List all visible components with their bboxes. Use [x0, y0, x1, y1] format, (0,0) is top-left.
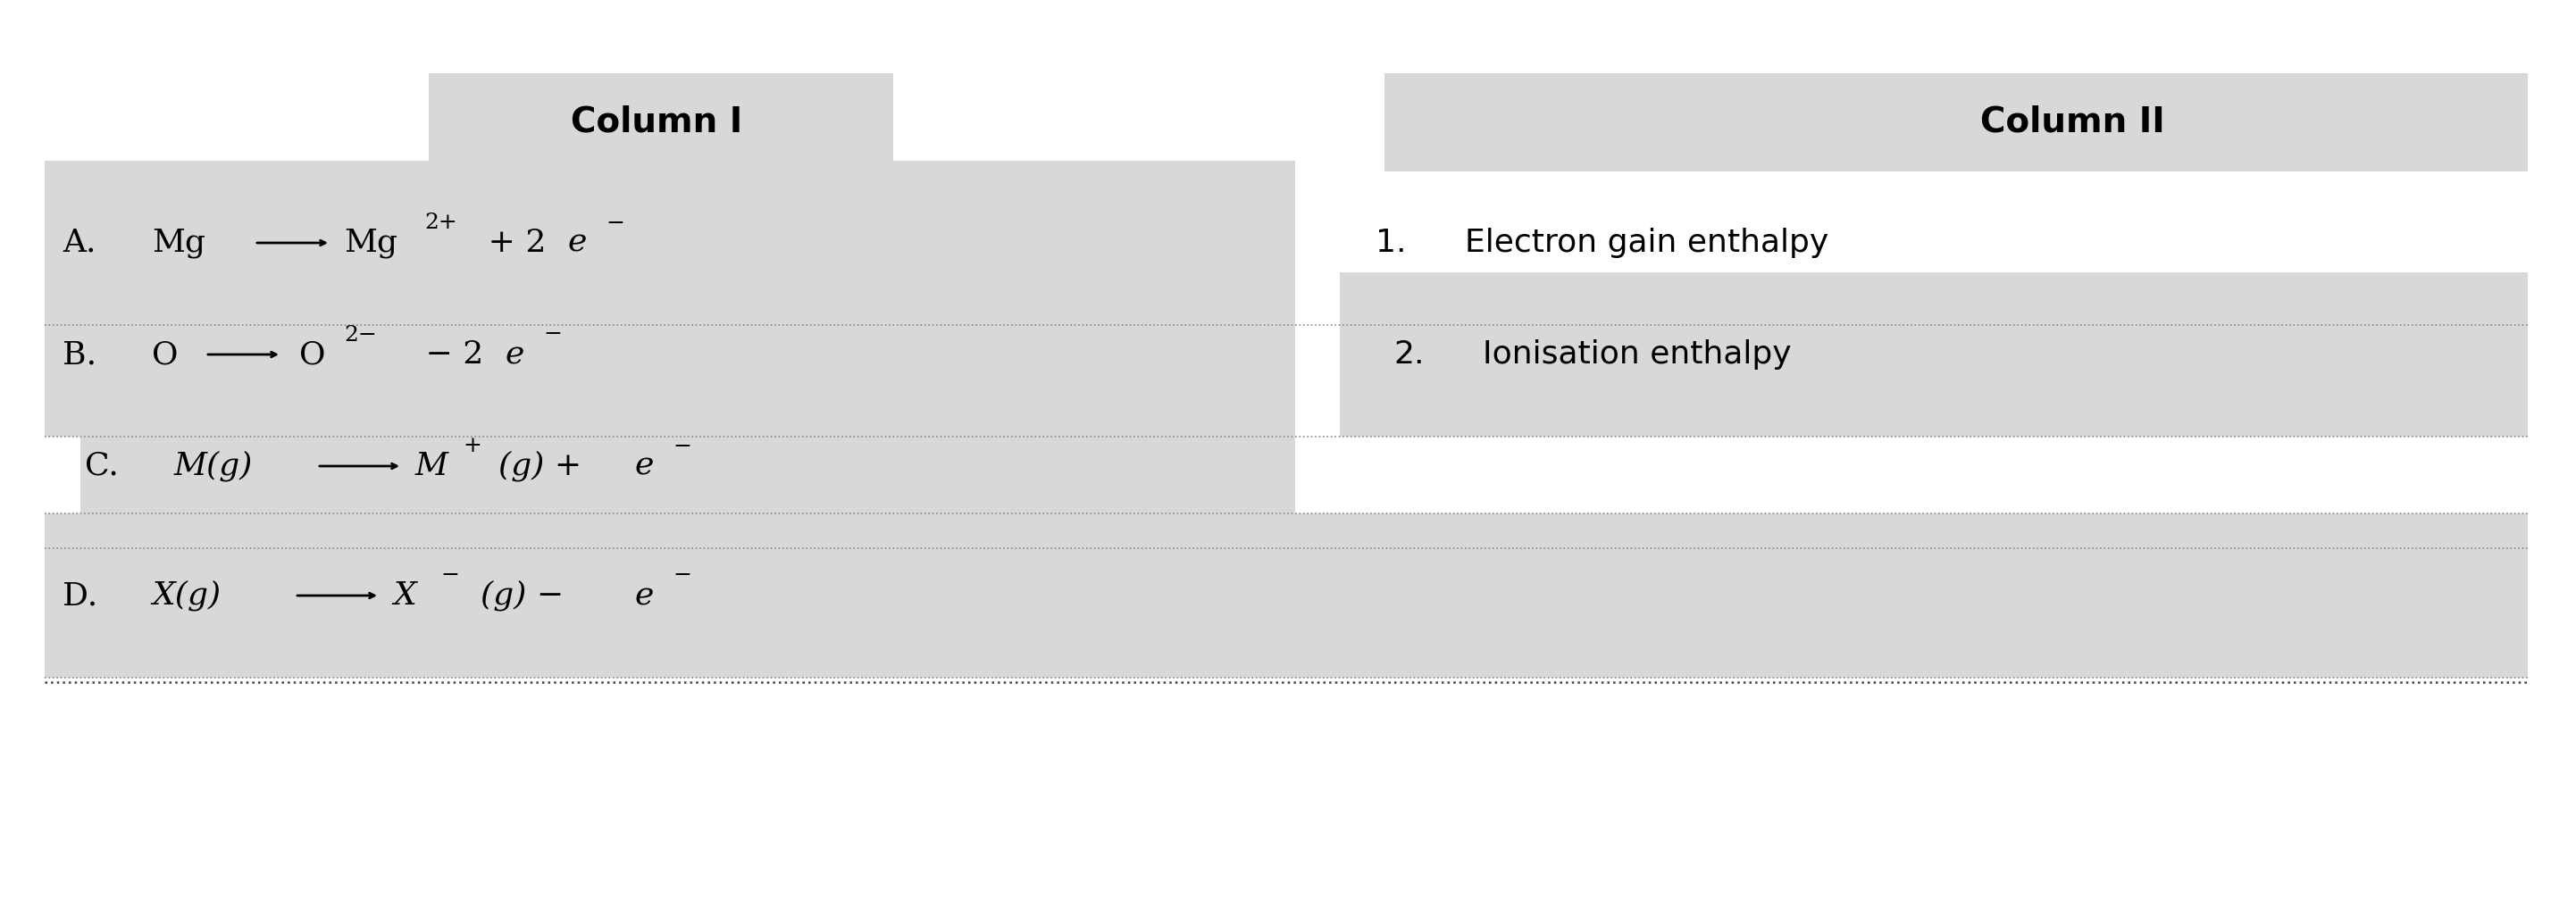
Text: Column I: Column I — [572, 105, 742, 139]
Text: M(g): M(g) — [175, 450, 252, 481]
FancyBboxPatch shape — [44, 514, 2527, 678]
Text: C.: C. — [85, 451, 118, 481]
Text: Mg: Mg — [343, 227, 397, 258]
Text: O: O — [152, 339, 178, 370]
Text: −: − — [672, 436, 690, 457]
Text: −: − — [605, 213, 623, 234]
Text: +: + — [464, 436, 482, 457]
Text: X: X — [394, 580, 415, 611]
FancyBboxPatch shape — [80, 384, 1296, 548]
Text: e: e — [634, 451, 654, 481]
Text: 2−: 2− — [343, 325, 376, 345]
Text: Electron gain enthalpy: Electron gain enthalpy — [1466, 227, 1829, 258]
Text: −: − — [544, 325, 562, 345]
Text: O: O — [299, 339, 325, 370]
Text: D.: D. — [62, 580, 98, 611]
FancyBboxPatch shape — [44, 272, 1296, 436]
Text: Column II: Column II — [1981, 105, 2164, 139]
Text: (g) −: (g) − — [482, 580, 574, 611]
Text: e: e — [567, 227, 587, 258]
Text: X(g): X(g) — [152, 580, 222, 611]
Text: −: − — [440, 566, 459, 586]
FancyBboxPatch shape — [1340, 272, 2527, 436]
FancyBboxPatch shape — [1383, 73, 2527, 171]
Text: −: − — [672, 566, 690, 586]
Text: 2+: 2+ — [425, 213, 456, 234]
Text: e: e — [634, 580, 654, 611]
Text: M: M — [415, 451, 448, 481]
Text: + 2: + 2 — [479, 227, 546, 258]
Text: 2.: 2. — [1394, 339, 1425, 370]
Text: B.: B. — [62, 339, 95, 370]
Text: Ionisation enthalpy: Ionisation enthalpy — [1484, 339, 1790, 370]
FancyBboxPatch shape — [428, 73, 894, 171]
Text: (g) +: (g) + — [497, 450, 592, 481]
Text: − 2: − 2 — [415, 339, 484, 370]
Text: A.: A. — [62, 227, 95, 258]
Text: Mg: Mg — [152, 227, 206, 258]
FancyBboxPatch shape — [44, 160, 1296, 325]
Text: e: e — [505, 339, 523, 370]
Text: 1.: 1. — [1376, 227, 1406, 258]
